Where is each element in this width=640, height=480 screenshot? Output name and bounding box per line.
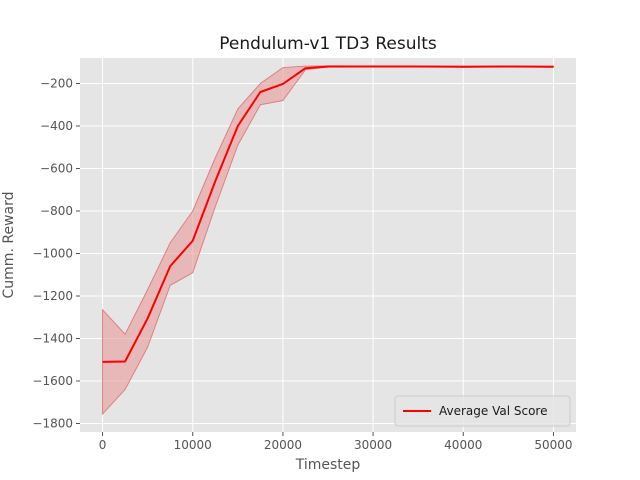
x-tick-label: 0 bbox=[99, 438, 107, 452]
y-tick-label: −200 bbox=[40, 77, 73, 91]
legend-box bbox=[394, 395, 571, 427]
y-tick-label: −1400 bbox=[32, 332, 73, 346]
y-tick-label: −600 bbox=[40, 162, 73, 176]
y-axis-label: Cumm. Reward bbox=[1, 192, 17, 299]
x-tick-label: 40000 bbox=[444, 438, 482, 452]
y-tick-label: −1600 bbox=[32, 374, 73, 388]
y-tick-label: −400 bbox=[40, 119, 73, 133]
y-tick-label: −1200 bbox=[32, 289, 73, 303]
y-tick-label: −1000 bbox=[32, 247, 73, 261]
x-axis-ticks: 0 10000 20000 30000 40000 50000 bbox=[99, 432, 573, 452]
plot-area bbox=[80, 58, 576, 432]
y-axis-ticks: −1800 −1600 −1400 −1200 −1000 −800 −600 −400 −20… bbox=[32, 77, 80, 431]
x-axis-label: Timestep bbox=[295, 457, 361, 473]
series-line-average-val-score bbox=[102, 65, 554, 363]
y-tick-label: −1800 bbox=[32, 417, 73, 431]
y-tick-label: −800 bbox=[40, 204, 73, 218]
x-tick-label: 20000 bbox=[264, 438, 302, 452]
x-tick-label: 50000 bbox=[534, 438, 572, 452]
x-tick-label: 10000 bbox=[174, 438, 212, 452]
x-tick-label: 30000 bbox=[354, 438, 392, 452]
legend: Average Val Score bbox=[394, 395, 571, 427]
grid bbox=[80, 58, 576, 432]
series-lines bbox=[102, 65, 554, 363]
chart-title: Pendulum-v1 TD3 Results bbox=[219, 34, 437, 54]
legend-label: Average Val Score bbox=[439, 404, 547, 418]
